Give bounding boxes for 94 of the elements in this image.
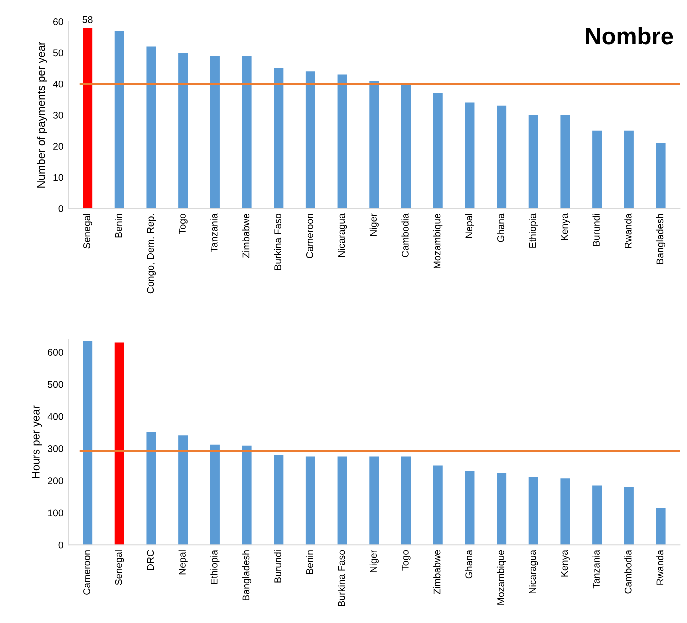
annotation: Nombre	[586, 27, 674, 45]
bar	[560, 478, 570, 546]
x-tick-label: Zimbabwe	[242, 214, 250, 258]
x-tick-label: Senegal	[115, 550, 124, 586]
x-tick-label: Cambodia	[624, 550, 632, 594]
y-axis-title: Hours per year	[32, 406, 42, 478]
bar	[210, 56, 220, 209]
x-tick-label: DRC	[147, 550, 154, 570]
x-tick-label: Burundi	[274, 550, 282, 583]
x-tick-label: Bangladesh	[242, 550, 252, 601]
x-tick-label: Kenya	[561, 550, 570, 577]
x-tick-label: Nicaragua	[338, 214, 348, 258]
bar	[83, 28, 93, 209]
bar	[497, 473, 507, 546]
bar	[528, 477, 538, 546]
x-tick-label: Togo	[402, 550, 411, 571]
bar	[306, 456, 316, 546]
y-tick-label: 100	[48, 510, 64, 517]
bar	[146, 46, 156, 209]
y-tick-label: 60	[54, 18, 64, 26]
bar	[370, 456, 380, 546]
bar	[146, 432, 156, 546]
x-tick-label: Tanzania	[592, 550, 600, 589]
bar	[592, 130, 602, 209]
y-tick-label: 200	[48, 478, 64, 484]
bar	[338, 456, 348, 546]
bar	[306, 72, 316, 209]
x-tick-label: Burkina Faso	[338, 550, 346, 606]
bar	[178, 436, 188, 546]
y-tick-label: 500	[48, 381, 64, 388]
x-tick-label: Burundi	[592, 214, 600, 246]
bar	[338, 74, 348, 209]
y-tick-label: 0	[58, 205, 64, 212]
bar	[178, 52, 188, 209]
x-tick-label: Burkina Faso	[274, 214, 282, 270]
y-tick-label: 40	[53, 80, 64, 88]
bar	[624, 487, 634, 546]
x-tick-label: Tanzania	[210, 214, 218, 252]
bar	[114, 342, 124, 546]
bar	[242, 56, 252, 209]
bar	[83, 341, 93, 546]
x-tick-label: Nicaragua	[529, 550, 538, 594]
bar	[274, 456, 284, 546]
bar	[114, 31, 124, 209]
x-tick-label: Nepal	[465, 214, 474, 238]
y-tick-label: 20	[54, 143, 64, 150]
x-tick-label: Congo, Dem. Rep.	[147, 214, 156, 294]
bar	[401, 456, 412, 546]
x-tick-label: Rwanda	[624, 214, 632, 248]
x-tick-label: Ethiopia	[529, 214, 538, 248]
y-tick-label: 50	[53, 50, 64, 57]
x-tick-label: Benin	[306, 550, 314, 574]
y-tick-label: 10	[54, 174, 64, 182]
x-tick-label: Nepal	[178, 550, 188, 575]
y-tick-label: 600	[48, 349, 64, 356]
x-tick-label: Senegal	[83, 214, 92, 249]
bar	[210, 444, 220, 546]
x-tick-label: Togo	[179, 214, 188, 234]
x-tick-label: Benin	[115, 214, 122, 238]
bar	[528, 115, 538, 209]
bar	[242, 446, 252, 546]
bar	[433, 93, 443, 209]
x-tick-label: Niger	[370, 214, 379, 236]
x-tick-label: Bangladesh	[656, 214, 666, 264]
x-tick-label: Mozambique	[497, 550, 506, 605]
bar	[560, 115, 570, 209]
x-tick-label: Cameroon	[84, 550, 90, 595]
x-tick-label: Zimbabwe	[434, 550, 441, 595]
x-tick-label: Ghana	[465, 550, 473, 579]
x-tick-label: Kenya	[561, 214, 570, 240]
bar	[370, 80, 380, 209]
x-tick-label: Cameroon	[306, 214, 314, 258]
x-tick-label: Ghana	[497, 214, 504, 242]
bar	[592, 486, 602, 546]
bar	[465, 472, 475, 546]
bar	[624, 130, 634, 209]
bar	[401, 84, 412, 209]
x-tick-label: Niger	[370, 550, 379, 572]
y-tick-label: 30	[53, 112, 64, 119]
y-tick-label: 400	[48, 413, 64, 420]
bar	[656, 143, 666, 209]
data-label: 58	[82, 16, 93, 24]
x-tick-label: Rwanda	[656, 550, 664, 585]
bar	[465, 102, 475, 209]
y-tick-label: 300	[48, 445, 64, 452]
bar	[656, 508, 666, 546]
x-tick-label: Mozambique	[434, 214, 443, 268]
x-tick-label: Ethiopia	[210, 550, 220, 584]
bar	[274, 68, 284, 209]
bar	[497, 106, 507, 209]
y-axis-title: Number of payments per year	[37, 42, 48, 188]
bar	[433, 466, 443, 546]
x-tick-label: Cambodia	[402, 214, 409, 258]
y-tick-label: 0	[58, 542, 64, 549]
